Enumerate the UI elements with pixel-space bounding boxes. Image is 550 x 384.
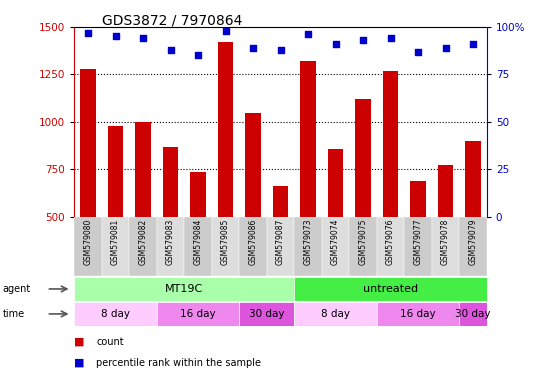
Text: time: time <box>3 309 25 319</box>
Bar <box>239 217 267 276</box>
Bar <box>300 61 316 312</box>
Text: GSM579086: GSM579086 <box>249 219 257 265</box>
Bar <box>322 217 349 276</box>
Text: 30 day: 30 day <box>249 309 284 319</box>
Bar <box>245 113 261 312</box>
Point <box>469 41 477 47</box>
Text: GSM579077: GSM579077 <box>414 219 422 265</box>
Point <box>304 31 312 38</box>
Bar <box>459 302 487 326</box>
Point <box>441 45 450 51</box>
Point <box>221 28 230 34</box>
Bar <box>294 217 322 276</box>
Text: count: count <box>96 337 124 347</box>
Text: 16 day: 16 day <box>400 309 436 319</box>
Bar <box>294 302 377 326</box>
Point <box>386 35 395 41</box>
Bar <box>377 217 404 276</box>
Bar <box>212 217 239 276</box>
Bar <box>355 99 371 312</box>
Bar <box>74 302 157 326</box>
Point <box>331 41 340 47</box>
Point <box>84 30 92 36</box>
Bar <box>190 172 206 312</box>
Point <box>111 33 120 40</box>
Bar <box>383 71 398 312</box>
Bar <box>267 217 294 276</box>
Bar <box>432 217 459 276</box>
Bar <box>294 277 487 301</box>
Bar <box>410 181 426 312</box>
Bar <box>74 217 102 276</box>
Bar <box>239 302 294 326</box>
Bar <box>135 122 151 312</box>
Text: GSM579074: GSM579074 <box>331 219 340 265</box>
Point <box>276 46 285 53</box>
Text: ■: ■ <box>74 358 85 368</box>
Text: 30 day: 30 day <box>455 309 491 319</box>
Bar <box>108 126 123 312</box>
Text: GSM579079: GSM579079 <box>469 219 477 265</box>
Bar <box>129 217 157 276</box>
Text: 8 day: 8 day <box>321 309 350 319</box>
Text: GSM579078: GSM579078 <box>441 219 450 265</box>
Bar <box>218 42 233 312</box>
Bar <box>465 141 481 312</box>
Text: GSM579073: GSM579073 <box>304 219 312 265</box>
Text: GSM579083: GSM579083 <box>166 219 175 265</box>
Bar <box>157 217 184 276</box>
Text: GSM579087: GSM579087 <box>276 219 285 265</box>
Point <box>194 52 202 58</box>
Text: ■: ■ <box>74 337 85 347</box>
Bar <box>459 217 487 276</box>
Text: percentile rank within the sample: percentile rank within the sample <box>96 358 261 368</box>
Point <box>359 37 367 43</box>
Bar <box>404 217 432 276</box>
Text: GSM579082: GSM579082 <box>139 219 147 265</box>
Text: GSM579085: GSM579085 <box>221 219 230 265</box>
Text: GDS3872 / 7970864: GDS3872 / 7970864 <box>102 13 242 27</box>
Bar <box>80 69 96 312</box>
Text: 16 day: 16 day <box>180 309 216 319</box>
Bar <box>184 217 212 276</box>
Text: agent: agent <box>3 284 31 294</box>
Bar <box>157 302 239 326</box>
Point <box>414 48 422 55</box>
Text: 8 day: 8 day <box>101 309 130 319</box>
Bar <box>349 217 377 276</box>
Bar <box>74 277 294 301</box>
Bar <box>273 185 288 312</box>
Text: GSM579080: GSM579080 <box>84 219 92 265</box>
Text: GSM579076: GSM579076 <box>386 219 395 265</box>
Text: untreated: untreated <box>363 284 418 294</box>
Bar <box>328 149 343 312</box>
Text: GSM579084: GSM579084 <box>194 219 202 265</box>
Point <box>139 35 147 41</box>
Text: MT19C: MT19C <box>165 284 204 294</box>
Bar <box>377 302 459 326</box>
Bar <box>163 147 178 312</box>
Point <box>249 45 257 51</box>
Text: GSM579081: GSM579081 <box>111 219 120 265</box>
Bar <box>438 165 453 312</box>
Text: GSM579075: GSM579075 <box>359 219 367 265</box>
Point <box>166 46 175 53</box>
Bar <box>102 217 129 276</box>
